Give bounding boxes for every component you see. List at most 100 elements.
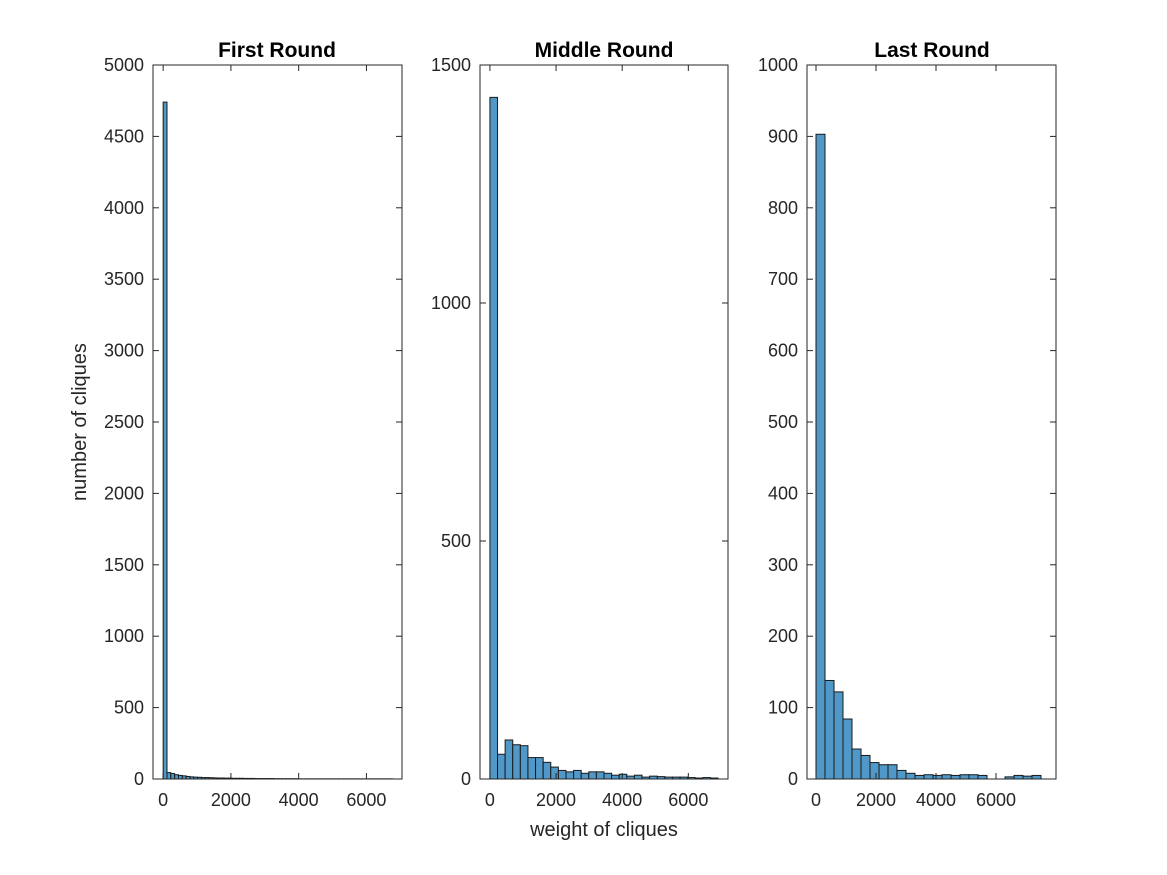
- axes-box: [152, 64, 403, 780]
- x-tick-label: 0: [158, 790, 168, 810]
- y-tick-label: 0: [461, 769, 471, 789]
- panel-middle-round: Middle Round 0 500 1000 1500 0 2000 4000 6000: [431, 39, 729, 810]
- y-tick-label: 5000: [104, 55, 144, 75]
- x-tick-label: 4000: [279, 790, 319, 810]
- histogram-bar: [851, 748, 862, 780]
- x-axis-label: weight of cliques: [529, 819, 678, 841]
- histogram-bar: [932, 774, 943, 780]
- histogram-bar: [573, 769, 582, 780]
- panel-title: Middle Round: [535, 39, 674, 62]
- x-tick-label: 4000: [916, 790, 956, 810]
- histogram-bar: [1013, 774, 1024, 780]
- histogram-bar: [542, 761, 552, 780]
- y-tick-label: 4500: [104, 126, 144, 146]
- histogram-bar: [550, 766, 559, 780]
- histogram-bar: [497, 753, 506, 780]
- y-tick-label: 300: [768, 555, 798, 575]
- y-tick-label: 500: [768, 412, 798, 432]
- tick-group: 0 500 1000 1500 2000 2500 3000 3500 4000 4500 5000…: [104, 55, 402, 810]
- y-tick-label: 3000: [104, 341, 144, 361]
- histogram-bar: [170, 773, 176, 780]
- x-tick-label: 6000: [668, 790, 708, 810]
- histogram-bar: [595, 771, 605, 780]
- histogram-bar: [580, 772, 590, 780]
- histogram-bar: [527, 757, 537, 780]
- histogram-bar: [824, 679, 835, 780]
- histogram-bar: [535, 757, 544, 780]
- histogram-bar: [905, 772, 916, 780]
- histogram-bar: [869, 762, 880, 780]
- x-tick-label: 2000: [536, 790, 576, 810]
- y-tick-label: 4000: [104, 198, 144, 218]
- y-tick-label: 2000: [104, 483, 144, 503]
- histogram-bar: [174, 774, 179, 780]
- y-tick-label: 700: [768, 269, 798, 289]
- bar-group: [489, 96, 719, 780]
- tick-group: 0 100 200 300 400 500 600 700 800 900 1000 0 2000 400…: [758, 55, 1056, 810]
- panel-last-round: Last Round 0 100 200 300 400 500 600 700 800 900 1…: [758, 39, 1057, 810]
- panel-title: Last Round: [874, 39, 990, 62]
- y-tick-label: 2500: [104, 412, 144, 432]
- x-tick-label: 0: [811, 790, 821, 810]
- histogram-bar: [565, 771, 575, 780]
- y-tick-label: 400: [768, 483, 798, 503]
- y-tick-label: 500: [114, 698, 144, 718]
- histogram-bar: [833, 691, 844, 780]
- histogram-bar: [860, 754, 871, 780]
- bar-group: [162, 101, 394, 780]
- y-tick-label: 0: [788, 769, 798, 789]
- axes-box: [479, 64, 729, 780]
- histogram-bar: [815, 133, 826, 780]
- histogram-bar: [941, 774, 952, 780]
- histogram-bar: [519, 745, 529, 780]
- y-tick-label: 1000: [104, 626, 144, 646]
- panel-first-round: First Round 0 500 1000 1500 2000 2500 3000 3500…: [104, 39, 403, 810]
- y-tick-label: 600: [768, 341, 798, 361]
- histogram-bar: [950, 774, 961, 780]
- histogram-bar: [618, 773, 628, 780]
- histogram-bar: [162, 101, 168, 780]
- bar-group: [815, 133, 1042, 780]
- y-tick-label: 0: [134, 769, 144, 789]
- tick-group: 0 500 1000 1500 0 2000 4000 6000: [431, 55, 728, 810]
- histogram-bar: [557, 769, 567, 780]
- histogram-bar: [633, 774, 643, 780]
- y-tick-label: 800: [768, 198, 798, 218]
- histogram-bar: [504, 739, 514, 780]
- y-tick-label: 1000: [758, 55, 798, 75]
- histogram-bar: [887, 764, 898, 780]
- histogram-bar: [977, 774, 988, 780]
- histogram-bar: [512, 744, 521, 780]
- axes-box: [806, 64, 1057, 780]
- y-tick-label: 1000: [431, 293, 471, 313]
- histogram-bar: [923, 774, 934, 780]
- y-tick-label: 900: [768, 126, 798, 146]
- histogram-bar: [1031, 774, 1042, 780]
- y-axis-label: number of cliques: [69, 343, 91, 501]
- histogram-bar: [166, 772, 172, 780]
- histogram-bar: [588, 771, 597, 780]
- histogram-bar: [878, 764, 889, 780]
- y-tick-label: 500: [441, 531, 471, 551]
- histogram-bar: [611, 774, 620, 780]
- y-tick-label: 1500: [104, 555, 144, 575]
- histogram-bar: [968, 774, 979, 780]
- histogram-bar: [177, 774, 183, 780]
- y-tick-label: 3500: [104, 269, 144, 289]
- histogram-bar: [489, 96, 499, 780]
- histogram-bar: [959, 774, 970, 780]
- x-tick-label: 6000: [976, 790, 1016, 810]
- histogram-bar: [896, 769, 907, 780]
- x-tick-label: 6000: [346, 790, 386, 810]
- x-tick-label: 2000: [856, 790, 896, 810]
- y-tick-label: 100: [768, 698, 798, 718]
- histogram-bar: [914, 774, 925, 780]
- x-tick-label: 0: [485, 790, 495, 810]
- histogram-bar: [842, 718, 853, 780]
- y-tick-label: 1500: [431, 55, 471, 75]
- panel-title: First Round: [218, 39, 336, 62]
- x-tick-label: 2000: [211, 790, 251, 810]
- y-tick-label: 200: [768, 626, 798, 646]
- histogram-bar: [603, 772, 613, 780]
